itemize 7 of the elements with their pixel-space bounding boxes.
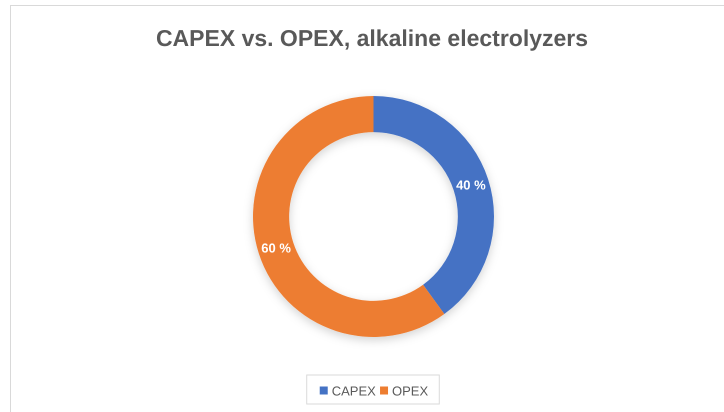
chart-title: CAPEX vs. OPEX, alkaline electrolyzers xyxy=(156,25,588,51)
legend-label: CAPEX xyxy=(332,384,376,398)
data-label: 40 % xyxy=(456,177,486,192)
donut-slice xyxy=(253,96,444,337)
donut-slice xyxy=(374,96,494,314)
legend-label: OPEX xyxy=(392,384,428,398)
data-label: 60 % xyxy=(261,240,292,256)
